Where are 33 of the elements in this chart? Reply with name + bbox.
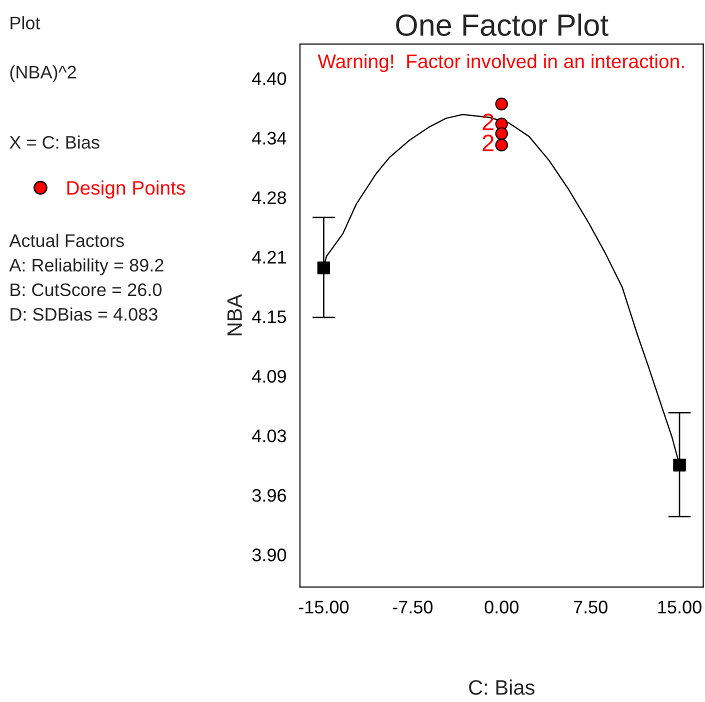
text: A: Reliability = 89.2 xyxy=(9,258,164,276)
y-tick-label: 4.21 xyxy=(252,250,286,264)
annotation: 2 xyxy=(482,114,494,130)
y-tick-label: 3.96 xyxy=(252,489,286,502)
x-tick-label: -7.50 xyxy=(392,600,433,614)
chart-title: One Factor Plot xyxy=(396,14,608,36)
annotation: 2 xyxy=(482,134,494,152)
legend-label: Design Points xyxy=(67,180,186,199)
y-tick-label: 4.28 xyxy=(252,191,286,204)
y-tick-label: 4.15 xyxy=(252,310,286,324)
text: B: CutScore = 26.0 xyxy=(10,283,162,296)
point xyxy=(495,127,508,140)
text: X = C: Bias xyxy=(10,135,100,149)
text: Plot xyxy=(10,16,40,30)
y-axis-title: NBA xyxy=(227,294,242,336)
point xyxy=(317,262,330,274)
text: D: SDBias = 4.083 xyxy=(10,307,158,321)
x-tick-label: 7.50 xyxy=(574,600,608,614)
x-axis-title: C: Bias xyxy=(469,680,534,695)
point xyxy=(673,458,686,472)
y-tick-label: 4.09 xyxy=(252,370,286,383)
x-tick-label: -15.00 xyxy=(298,600,349,614)
annotation: Warning! Factor involved in an interaction. xyxy=(318,54,684,72)
y-tick-label: 4.40 xyxy=(252,72,286,86)
point xyxy=(495,98,508,110)
y-tick-label: 4.34 xyxy=(252,132,286,145)
point xyxy=(495,138,508,152)
text: Actual Factors xyxy=(9,234,124,248)
x-tick-label: 15.00 xyxy=(658,600,702,614)
y-tick-label: 4.03 xyxy=(252,429,286,442)
text: (NBA)^2 xyxy=(10,65,76,82)
y-tick-label: 3.90 xyxy=(252,548,286,562)
x-tick-label: 0.00 xyxy=(484,600,518,614)
